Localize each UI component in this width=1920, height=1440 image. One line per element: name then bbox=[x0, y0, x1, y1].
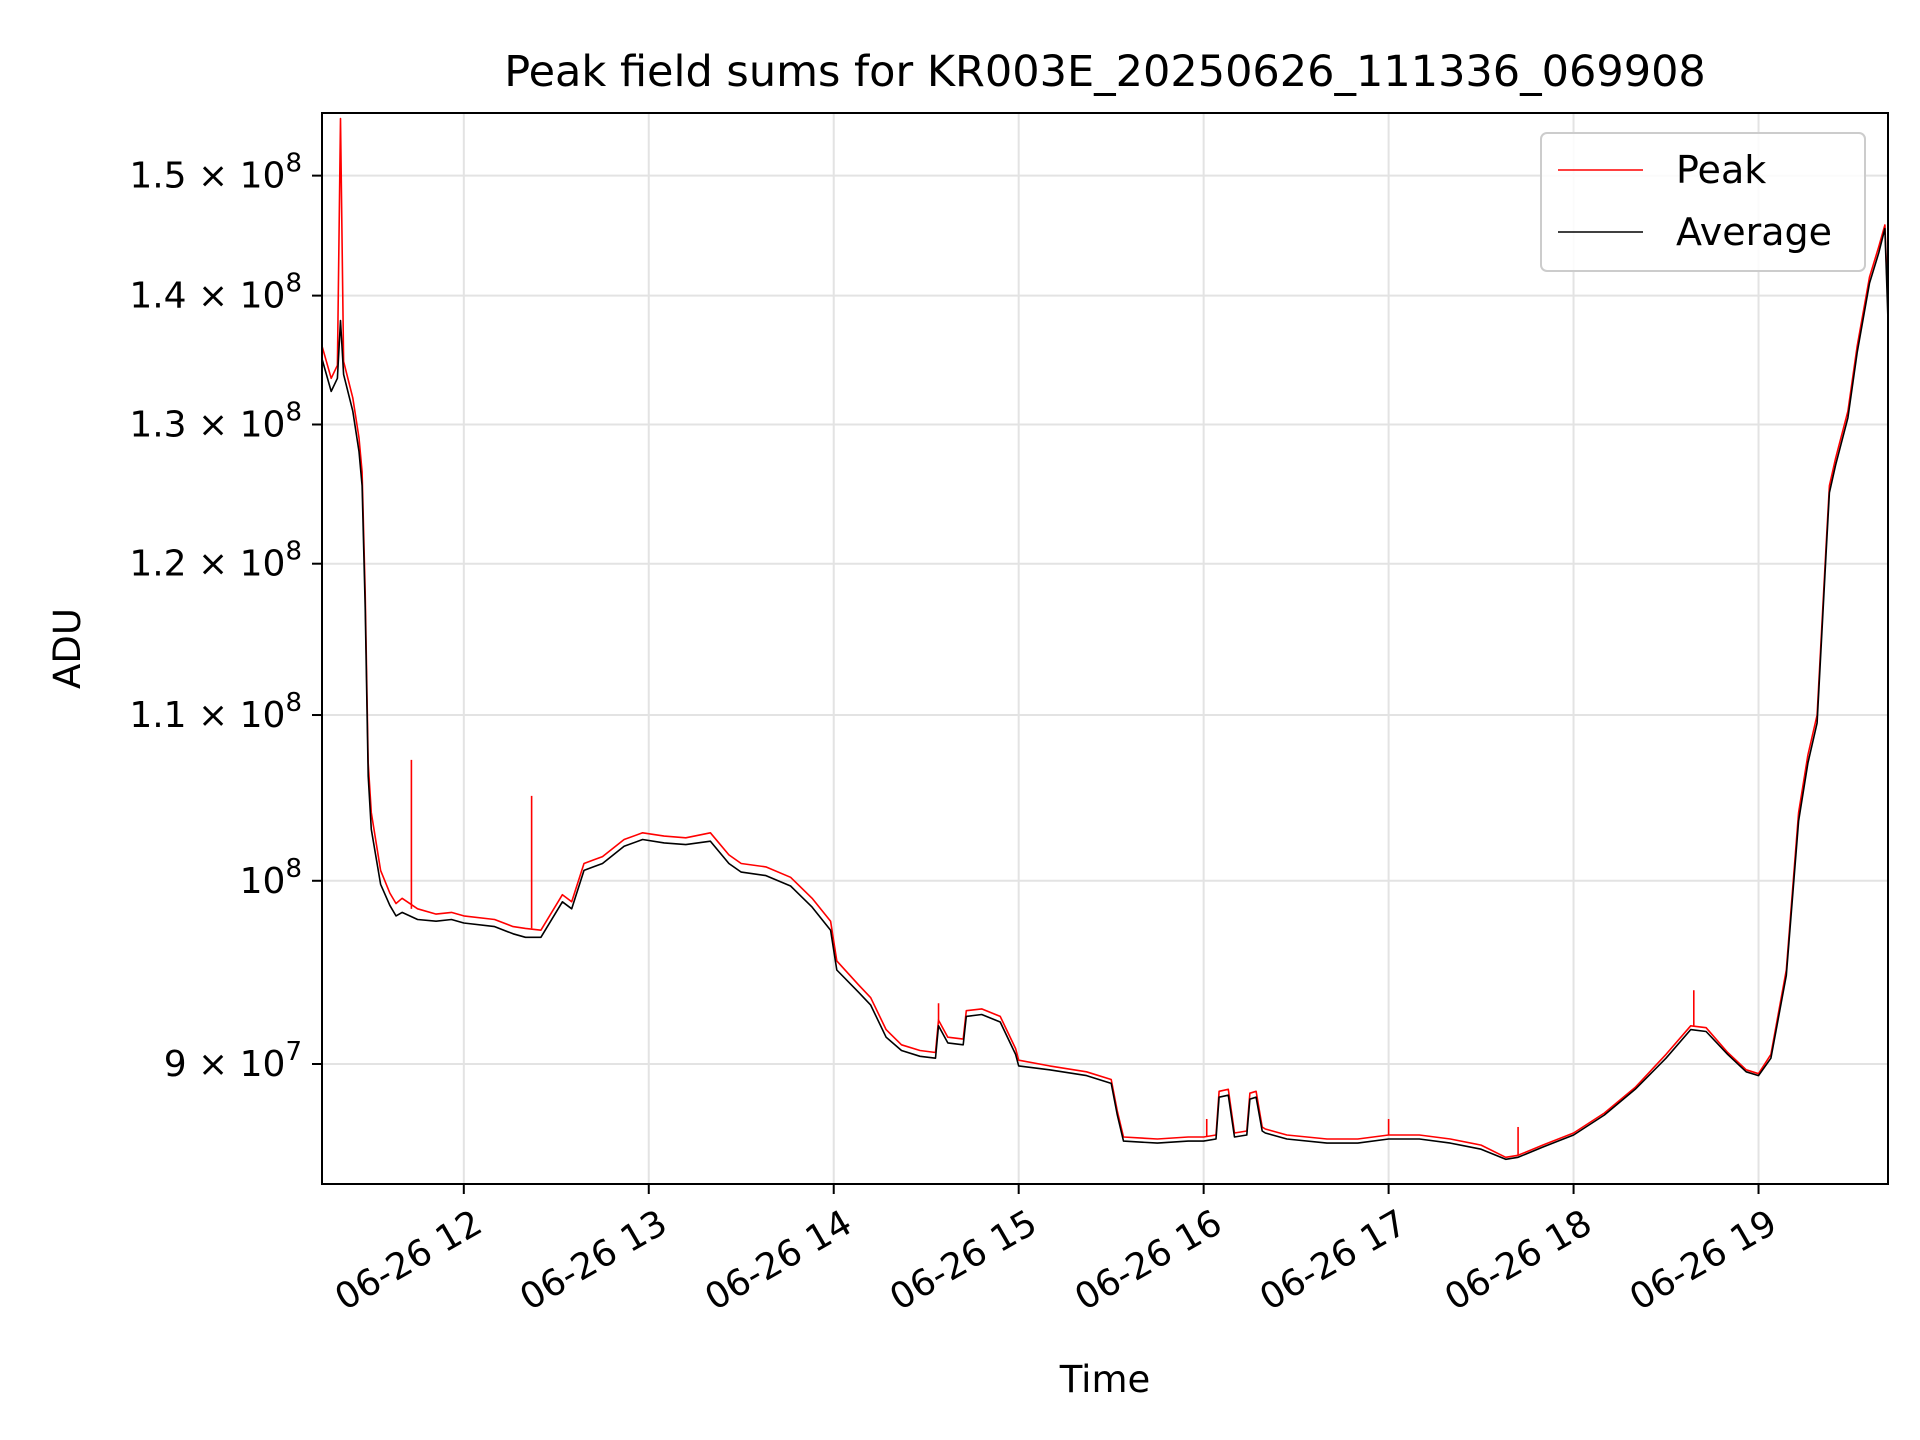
y-tick-label: 1.4 × 108 bbox=[129, 269, 302, 317]
y-tick-label: 9 × 107 bbox=[164, 1037, 302, 1085]
plot-series bbox=[322, 117, 1888, 1161]
chart-title: Peak field sums for KR003E_20250626_1113… bbox=[504, 47, 1706, 97]
legend-box bbox=[1540, 132, 1866, 272]
y-axis-label: ADU bbox=[46, 608, 89, 689]
y-tick-label: 1.5 × 108 bbox=[129, 149, 302, 197]
y-tick-label: 1.1 × 108 bbox=[129, 688, 302, 736]
plot-frame bbox=[321, 112, 1889, 1185]
legend: Peak Average bbox=[1540, 132, 1866, 272]
series-line-average bbox=[322, 227, 1888, 1161]
grid bbox=[322, 113, 1888, 1184]
x-axis-label: Time bbox=[1059, 1358, 1151, 1401]
series-line-peak bbox=[322, 117, 1888, 1159]
y-tick-label: 1.3 × 108 bbox=[129, 397, 302, 445]
legend-label-peak: Peak bbox=[1676, 148, 1766, 192]
y-tick-label: 108 bbox=[240, 854, 302, 902]
y-tick-label: 1.2 × 108 bbox=[129, 537, 302, 585]
y-axis-ticks: 9 × 107 108 1.1 × 108 1.2 × 108 1.3 × 108 1.4… bbox=[129, 149, 322, 1085]
legend-label-average: Average bbox=[1676, 210, 1832, 254]
